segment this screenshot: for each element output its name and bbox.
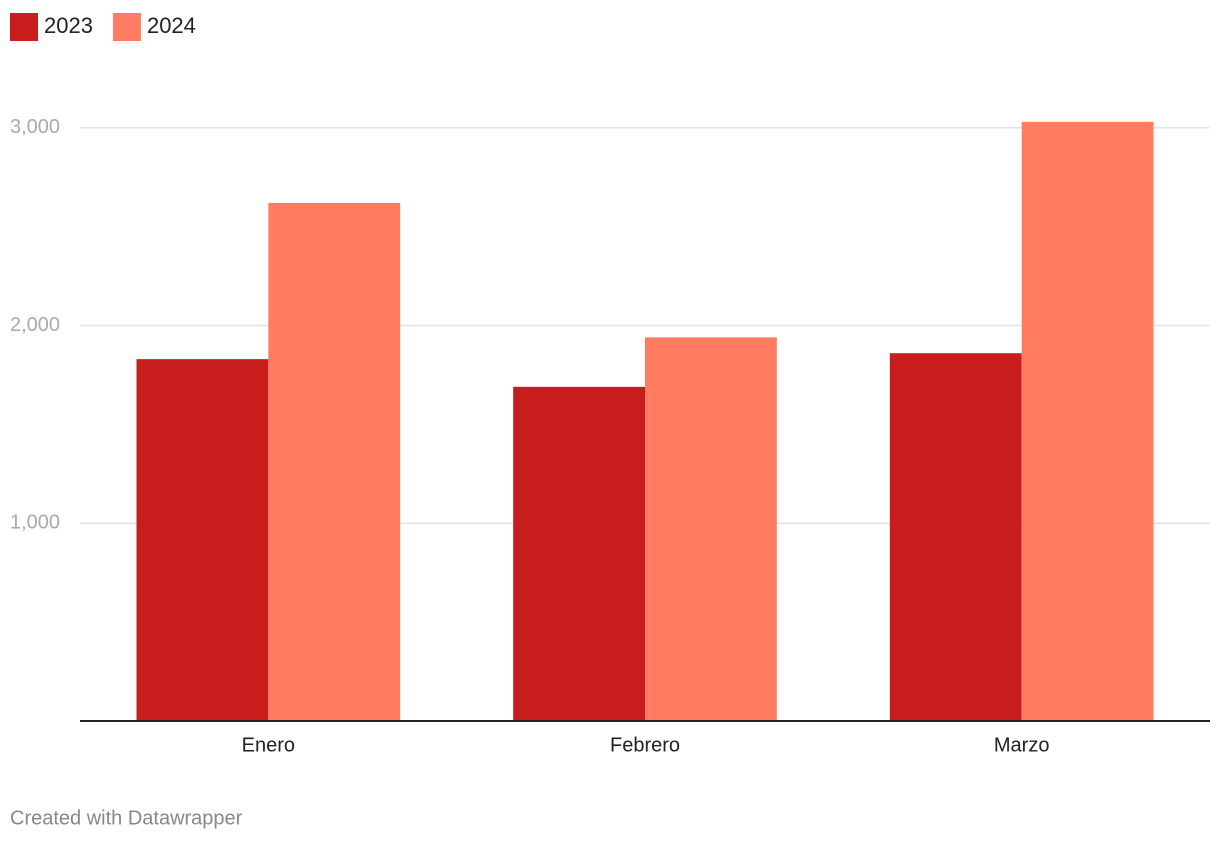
bar [889, 353, 1022, 721]
bar [1021, 121, 1154, 722]
legend-label: 2024 [147, 13, 196, 38]
y-tick-label: 3,000 [10, 116, 60, 138]
y-tick-label: 1,000 [10, 512, 60, 534]
credit: Created with Datawrapper [10, 807, 243, 829]
x-tick-label: Febrero [610, 734, 680, 756]
legend-swatch [112, 13, 141, 41]
bar [513, 386, 645, 721]
x-tick-label: Enero [242, 734, 295, 756]
bar [645, 337, 777, 721]
bar [136, 359, 269, 721]
y-tick-label: 2,000 [10, 314, 60, 336]
legend-label: 2023 [44, 13, 93, 38]
bar [268, 202, 401, 721]
x-tick-label: Marzo [994, 734, 1050, 756]
legend-swatch [10, 13, 38, 41]
